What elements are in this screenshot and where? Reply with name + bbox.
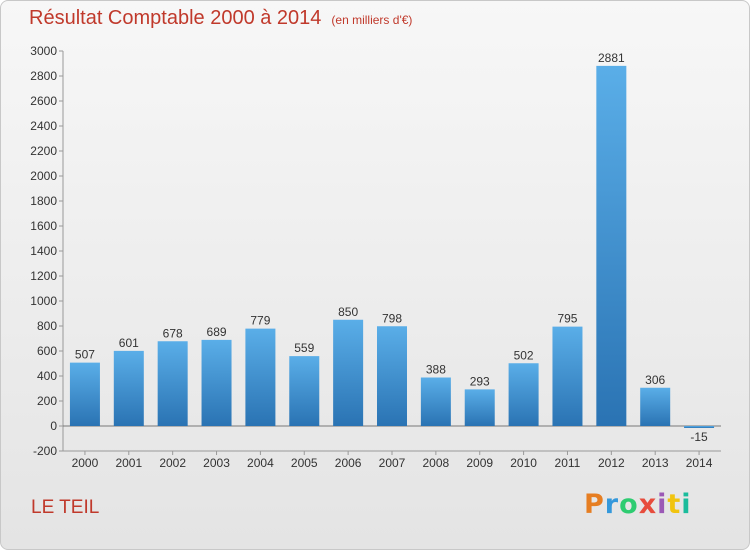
x-tick-label: 2004 (247, 456, 274, 470)
data-label: 306 (645, 373, 665, 387)
y-tick-label: 2000 (30, 169, 57, 183)
data-label: 559 (294, 341, 314, 355)
data-label: 388 (426, 363, 446, 377)
data-label: 795 (557, 312, 577, 326)
logo-letter: r (604, 489, 620, 520)
city-name: LE TEIL (31, 497, 100, 518)
data-label: 507 (75, 348, 95, 362)
y-tick-label: 400 (37, 369, 57, 383)
chart-subtitle: (en milliers d'€) (331, 13, 413, 27)
y-tick-label: 1200 (30, 269, 57, 283)
y-tick-label: 3000 (30, 44, 57, 58)
title-text: Résultat Comptable 2000 à 2014 (29, 7, 322, 29)
x-tick-label: 2000 (72, 456, 99, 470)
y-tick-label: 1800 (30, 194, 57, 208)
x-tick-label: 2014 (686, 456, 713, 470)
x-tick-label: 2002 (159, 456, 186, 470)
data-label: 678 (163, 326, 183, 340)
data-label: 689 (207, 325, 227, 339)
y-tick-label: 1400 (30, 244, 57, 258)
x-tick-label: 2007 (379, 456, 406, 470)
y-tick-label: 2600 (30, 94, 57, 108)
bar-2011 (552, 326, 583, 426)
bar-2010 (508, 363, 539, 426)
y-tick-label: -200 (33, 444, 57, 458)
bar-2009 (464, 389, 495, 426)
x-tick-label: 2005 (291, 456, 318, 470)
y-tick-label: 200 (37, 394, 57, 408)
data-label: 502 (514, 348, 534, 362)
bar-2006 (333, 319, 364, 426)
bar-2004 (245, 328, 276, 426)
y-tick-label: 1600 (30, 219, 57, 233)
bar-2008 (420, 377, 451, 426)
bar-2007 (377, 326, 407, 426)
chart-title: Résultat Comptable 2000 à 2014 (en millie… (29, 7, 412, 30)
bar-2001 (113, 350, 144, 426)
x-tick-label: 2009 (466, 456, 493, 470)
x-tick-label: 2010 (510, 456, 537, 470)
x-tick-label: 2011 (555, 456, 581, 470)
x-tick-label: 2001 (115, 456, 142, 470)
logo-letter: o (619, 489, 639, 520)
y-tick-label: 2200 (30, 144, 57, 158)
logo-letter: i (657, 489, 668, 520)
x-tick-label: 2003 (203, 456, 230, 470)
bar-2002 (157, 341, 188, 426)
x-tick-label: 2006 (335, 456, 362, 470)
bar-2003 (201, 339, 232, 426)
logo-letter: t (667, 489, 682, 520)
x-tick-label: 2013 (642, 456, 669, 470)
data-label: 850 (338, 305, 358, 319)
logo-letter: i (681, 489, 692, 520)
data-label: 779 (250, 314, 270, 328)
y-tick-label: 600 (37, 344, 57, 358)
logo-letter: P (584, 489, 605, 520)
bar-2012 (596, 65, 627, 426)
y-tick-label: 0 (50, 419, 57, 433)
y-tick-label: 800 (37, 319, 57, 333)
bar-2014 (684, 426, 715, 428)
logo-letter: x (638, 489, 658, 520)
y-tick-label: 2800 (30, 69, 57, 83)
bar-2000 (69, 362, 100, 426)
x-tick-label: 2012 (598, 456, 625, 470)
data-label: 798 (382, 311, 402, 325)
data-label: 293 (470, 374, 490, 388)
bar-2005 (289, 356, 320, 426)
x-tick-label: 2008 (423, 456, 450, 470)
y-tick-label: 2400 (30, 119, 57, 133)
y-tick-label: 1000 (30, 294, 57, 308)
data-label: 601 (119, 336, 139, 350)
proxiti-logo: Proxiti (584, 489, 692, 520)
data-label: -15 (690, 430, 708, 444)
data-label: 2881 (598, 51, 625, 65)
bar-2013 (640, 387, 671, 426)
